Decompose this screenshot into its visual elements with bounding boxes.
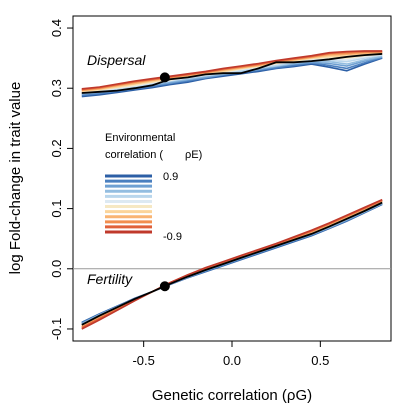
- fertility-highlight-point: [159, 281, 170, 292]
- x-tick-label: 0.5: [311, 353, 329, 368]
- x-axis-title: Genetic correlation (ρG): [152, 387, 312, 404]
- legend-swatches: [105, 174, 152, 234]
- y-tick-label: 0.3: [49, 79, 64, 97]
- dispersal-env-series-line: [81, 57, 383, 98]
- x-tick-label: 0.0: [223, 353, 241, 368]
- legend: Environmental correlation ( ρE) 0.9 -0.9: [105, 132, 202, 243]
- y-axis: -0.1 0.0 0.1 0.2 0.3 0.4: [49, 19, 73, 340]
- dispersal-panel-label: Dispersal: [87, 52, 146, 68]
- panel-labels: Dispersal Fertility: [87, 52, 146, 287]
- legend-title-line1: Environmental: [105, 132, 175, 144]
- y-tick-label: 0.1: [49, 200, 64, 218]
- dispersal-env-series-line: [81, 50, 383, 90]
- fertility-panel-label: Fertility: [87, 271, 133, 287]
- legend-bottom-label: -0.9: [163, 231, 182, 243]
- fertility-mean-line: [81, 201, 383, 326]
- x-axis: -0.5 0.0 0.5: [132, 341, 329, 368]
- legend-title-symbol: ρE): [185, 149, 202, 161]
- dispersal-mean-line: [81, 53, 383, 94]
- y-tick-label: -0.1: [49, 318, 64, 340]
- y-tick-label: 0.4: [49, 19, 64, 37]
- fertility-env-series-line: [81, 198, 383, 330]
- series-layer: [81, 50, 383, 330]
- y-tick-label: 0.2: [49, 139, 64, 157]
- dispersal-highlight-point: [159, 72, 170, 83]
- x-tick-label: -0.5: [132, 353, 154, 368]
- y-axis-title: log Fold-change in trait value: [7, 82, 24, 275]
- y-tick-label: 0.0: [49, 260, 64, 278]
- legend-top-label: 0.9: [163, 171, 178, 183]
- legend-title-line2: correlation (: [105, 149, 163, 161]
